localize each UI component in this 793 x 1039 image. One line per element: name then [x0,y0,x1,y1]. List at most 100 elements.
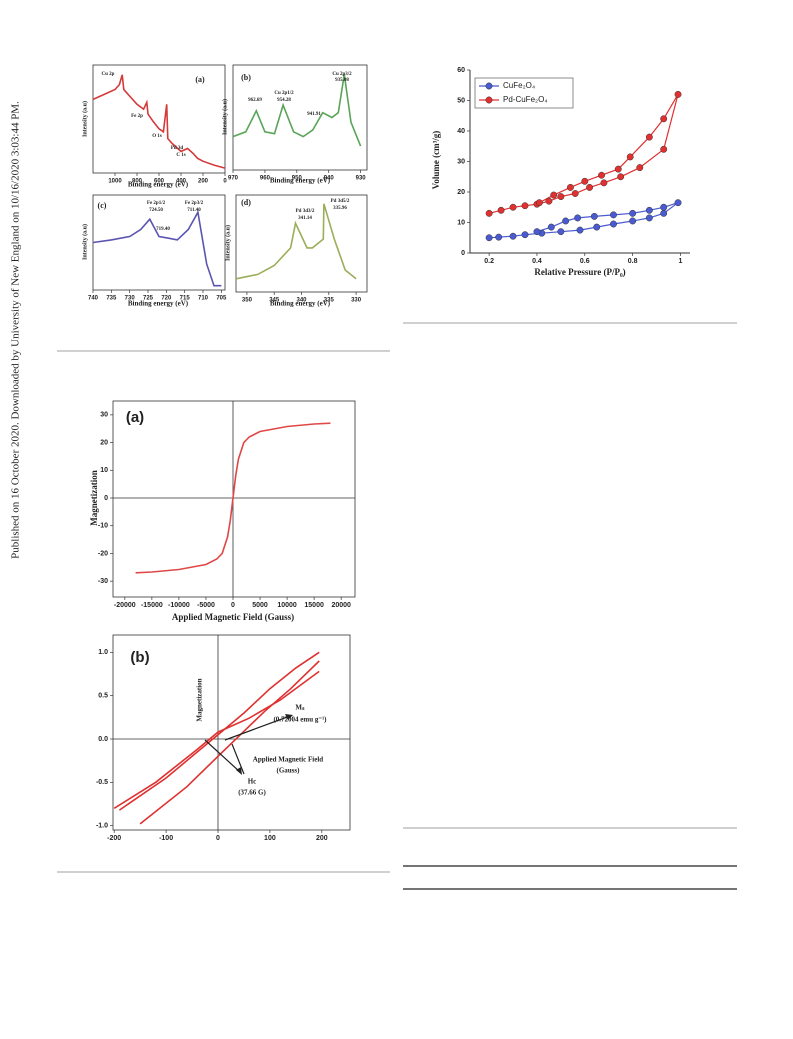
x-axis-label: Binding energy (eV) [270,300,331,308]
marker [617,173,625,181]
x-tick-label: -20000 [114,602,136,609]
marker [645,214,653,222]
annotation: (Gauss) [277,767,301,775]
x-tick-label: 350 [242,298,253,304]
x-axis-label: Binding energy (eV) [270,177,331,185]
x-tick-label: 720 [161,296,172,302]
y-tick-label: 30 [457,158,465,165]
plot-frame [112,634,351,831]
x-tick-label: 200 [198,179,209,185]
x-tick-label: 940 [324,176,335,182]
x-tick-label: 5000 [252,602,268,609]
marker [660,203,668,211]
annotation: Applied Magnetic Field [253,756,323,764]
y-tick-label: 10 [457,219,465,226]
x-tick-label: 335 [324,298,335,304]
annotation: Cu 2p [102,72,115,77]
y-axis-label: Intensity (a.u) [81,101,88,137]
x-tick-label: 1 [678,258,682,265]
x-tick-label: 730 [125,296,136,302]
legend-label: Pd-CuFe₂O₄ [503,95,548,104]
series-line [118,651,320,811]
x-tick-label: 710 [198,296,209,302]
annotation: Fe 2p3/2 [185,201,204,206]
y-tick-label: 50 [457,97,465,104]
plot-frame [232,64,368,171]
x-tick-label: 0 [231,602,235,609]
x-tick-label: 400 [176,179,187,185]
annotation: Hc [248,778,257,786]
x-tick-label: 0 [223,179,227,185]
x-tick-label: 100 [264,835,276,842]
panel-label: (c) [98,201,107,210]
y-tick-label: 0 [104,495,108,502]
marker [674,199,682,207]
x-tick-label: -10000 [168,602,190,609]
panel-label: (a) [195,75,205,84]
y-axis-label: Intensity (a.u) [221,99,228,135]
x-tick-label: 960 [260,176,271,182]
x-tick-label: 330 [351,298,362,304]
legend-box [474,77,574,109]
marker [521,202,529,210]
annotation: 719.40 [156,227,170,232]
x-tick-label: 600 [154,179,165,185]
marker [562,217,570,225]
marker [674,90,682,98]
y-axis-label: Volume (cm³/g) [431,131,441,190]
panel-label: (b) [130,649,149,666]
marker [593,223,601,231]
x-tick-label: 345 [269,298,280,304]
y-tick-label: -0.5 [96,779,108,786]
x-tick-label: 200 [316,835,328,842]
annotation: Fe 2p [131,114,143,119]
marker [660,145,668,153]
annotation: Fe 2p1/2 [147,201,166,206]
x-axis-label: Binding energy (eV) [128,300,189,308]
marker [610,220,617,228]
annotation: 724.50 [149,208,163,213]
annotation: 711.40 [187,208,201,213]
marker [497,206,505,214]
marker [576,226,584,234]
x-tick-label: 0 [216,835,220,842]
x-tick-label: 725 [143,296,154,302]
marker [521,231,529,239]
y-axis-label: Intensity (a.u) [224,225,231,261]
y-tick-label: 10 [100,467,108,474]
x-tick-label: 705 [216,296,227,302]
x-tick-label: 800 [132,179,143,185]
marker [571,190,579,197]
arrow [224,715,291,741]
x-axis-label: Binding energy (eV) [128,181,189,189]
marker [557,228,565,236]
y-axis-label: Magnetization [196,678,204,721]
y-tick-label: 0 [461,250,465,257]
x-tick-label: 715 [180,296,191,302]
y-axis-label: Magnetization [89,470,99,526]
marker [660,115,668,123]
x-tick-label: 10000 [277,602,297,609]
marker [566,183,574,191]
marker [636,164,644,172]
x-tick-label: 950 [292,176,303,182]
y-tick-label: 20 [100,439,108,446]
x-tick-label: 735 [106,296,117,302]
x-tick-label: -100 [159,835,173,842]
plot-frame [112,400,356,598]
annotation: 335.96 [333,206,347,211]
marker [485,209,493,217]
annotation: C 1s [176,153,185,158]
marker [598,171,605,179]
x-tick-label: 930 [356,176,367,182]
annotation: Pd 3d5/2 [331,199,350,204]
marker [495,233,503,241]
side-note: Published on 16 October 2020. Downloaded… [10,101,22,559]
x-tick-label: 0.6 [580,258,590,265]
plot-frame [92,64,226,174]
marker [581,177,589,185]
annotation: Mₛ [295,704,305,712]
marker [590,212,598,220]
marker [600,179,608,187]
annotation: 341.14 [298,216,312,221]
